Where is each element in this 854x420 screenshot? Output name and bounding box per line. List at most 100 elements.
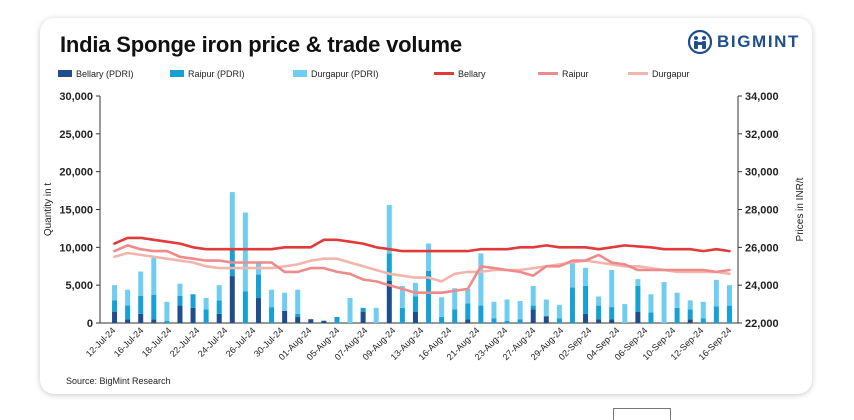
- bar-bellary-pdri: [360, 311, 366, 323]
- x-tick-label: 18-Jul-24: [140, 325, 174, 359]
- y-tick-label: 30,000: [59, 91, 93, 103]
- y2-tick-label: 34,000: [745, 91, 779, 103]
- bar-durgapur-pdri: [661, 282, 667, 323]
- bar-durgapur-pdri: [609, 270, 615, 308]
- legend-label: Bellary: [458, 69, 486, 79]
- bar-raipur-pdri: [334, 316, 340, 323]
- y2-tick-label: 26,000: [745, 242, 779, 254]
- bar-durgapur-pdri: [583, 267, 589, 286]
- bar-raipur-pdri: [465, 303, 471, 320]
- bar-raipur-pdri: [164, 320, 170, 323]
- y2-tick-label: 22,000: [745, 318, 779, 330]
- bar-raipur-pdri: [399, 307, 405, 323]
- legend-label: Raipur: [562, 69, 589, 79]
- bar-durgapur-pdri: [596, 296, 602, 306]
- bar-raipur-pdri: [713, 306, 719, 323]
- chart-title: India Sponge iron price & trade volume: [60, 32, 462, 57]
- bar-durgapur-pdri: [164, 301, 170, 321]
- bar-raipur-pdri: [569, 287, 575, 323]
- bar-raipur-pdri: [700, 318, 706, 323]
- bar-raipur-pdri: [439, 316, 445, 323]
- bar-bellary-pdri: [295, 316, 301, 323]
- bar-raipur-pdri: [426, 270, 432, 323]
- bar-bellary-pdri: [229, 276, 235, 323]
- bar-durgapur-pdri: [203, 298, 209, 310]
- bar-raipur-pdri: [583, 285, 589, 314]
- bar-raipur-pdri: [269, 307, 275, 323]
- bar-durgapur-pdri: [399, 285, 405, 308]
- legend-label: Durgapur: [652, 69, 690, 79]
- bar-durgapur-pdri: [347, 298, 353, 323]
- y2-tick-label: 32,000: [745, 129, 779, 141]
- bar-raipur-pdri: [386, 253, 392, 281]
- bar-durgapur-pdri: [373, 307, 379, 323]
- y-tick-label: 20,000: [59, 167, 93, 179]
- bar-bellary-pdri: [530, 309, 536, 323]
- bar-raipur-pdri: [203, 309, 209, 323]
- bar-raipur-pdri: [360, 307, 366, 312]
- bar-durgapur-pdri: [177, 283, 183, 296]
- y-tick-label: 25,000: [59, 129, 93, 141]
- bar-raipur-pdri: [530, 305, 536, 310]
- bar-raipur-pdri: [478, 305, 484, 323]
- bar-raipur-pdri: [295, 313, 301, 317]
- bar-durgapur-pdri: [426, 243, 432, 271]
- legend-label: Bellary (PDRI): [76, 69, 134, 79]
- bar-raipur-pdri: [255, 274, 261, 299]
- bar-bellary-pdri: [321, 320, 327, 323]
- bar-durgapur-pdri: [648, 294, 654, 313]
- bar-durgapur-pdri: [125, 289, 131, 306]
- bar-durgapur-pdri: [386, 204, 392, 254]
- y-tick-label: 15,000: [59, 205, 93, 217]
- bar-durgapur-pdri: [229, 192, 235, 250]
- bar-bellary-pdri: [308, 319, 314, 323]
- brand-name: BIGMINT: [717, 32, 800, 51]
- bar-durgapur-pdri: [569, 261, 575, 288]
- bar-raipur-pdri: [517, 319, 523, 323]
- bar-durgapur-pdri: [151, 257, 157, 296]
- bar-bellary-pdri: [190, 307, 196, 323]
- y2-tick-label: 30,000: [745, 167, 779, 179]
- chart-card: 0 5,000 10,000 15,000 20,000 25,000 30,000 22,0…: [40, 18, 812, 394]
- bar-durgapur-pdri: [465, 288, 471, 304]
- bar-durgapur-pdri: [112, 285, 118, 301]
- y-tick-label: 10,000: [59, 242, 93, 254]
- legend-swatch: [58, 70, 72, 77]
- bar-durgapur-pdri: [674, 292, 680, 308]
- bar-raipur-pdri: [491, 318, 497, 323]
- bigmint-logo-icon: [688, 30, 713, 54]
- bar-durgapur-pdri: [556, 304, 562, 319]
- source-note: Source: BigMint Research: [66, 376, 171, 386]
- y2-tick-label: 24,000: [745, 280, 779, 292]
- brand-logo: BIGMINT: [688, 30, 800, 54]
- y-tick-label: 0: [87, 318, 93, 330]
- bar-bellary-pdri: [543, 316, 549, 323]
- legend-swatch: [170, 70, 184, 77]
- bar-bellary-pdri: [112, 311, 118, 323]
- legend-swatch: [293, 70, 307, 77]
- bar-raipur-pdri: [596, 305, 602, 320]
- bar-bellary-pdri: [151, 319, 157, 323]
- bar-bellary-pdri: [282, 310, 288, 323]
- bar-raipur-pdri: [112, 300, 118, 312]
- y-axis-title: Quantity in t: [43, 183, 54, 237]
- bar-raipur-pdri: [674, 307, 680, 323]
- bar-bellary-pdri: [412, 311, 418, 323]
- bar-durgapur-pdri: [452, 288, 458, 310]
- x-tick-label: 24-Jul-24: [196, 325, 230, 359]
- bar-raipur-pdri: [687, 309, 693, 320]
- chart-canvas: 0 5,000 10,000 15,000 20,000 25,000 30,000 22,0…: [43, 69, 806, 362]
- bar-durgapur-pdri: [138, 271, 144, 296]
- bar-raipur-pdri: [242, 291, 248, 323]
- line-durgapur: [113, 251, 731, 283]
- bar-bellary-pdri: [465, 319, 471, 323]
- bar-durgapur-pdri: [543, 299, 549, 317]
- bar-durgapur-pdri: [713, 279, 719, 307]
- x-tick-label: 16-Jul-24: [112, 325, 146, 359]
- bar-raipur-pdri: [151, 295, 157, 320]
- y2-axis-title: Prices in INR/t: [795, 177, 806, 241]
- x-tick-label: 22-Jul-24: [168, 325, 202, 359]
- bar-bellary-pdri: [138, 313, 144, 323]
- bar-bellary-pdri: [635, 311, 641, 323]
- bar-raipur-pdri: [635, 285, 641, 312]
